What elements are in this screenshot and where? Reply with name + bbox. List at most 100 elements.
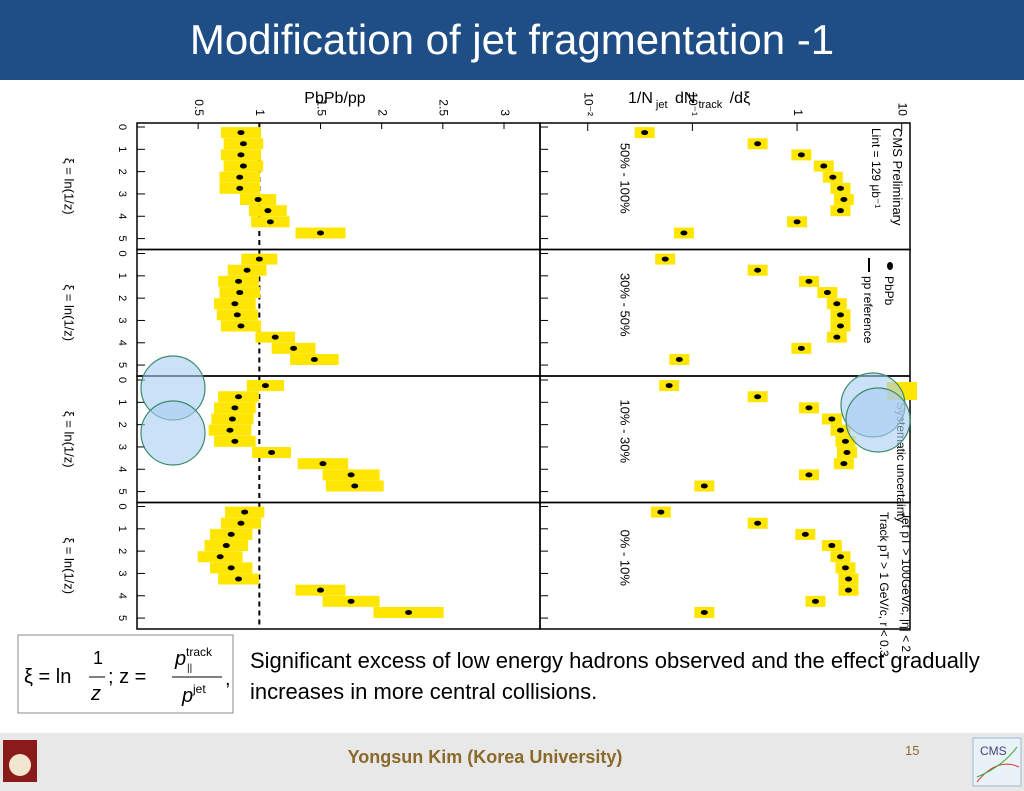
ratio-point: [268, 450, 276, 456]
spectrum-tick-label: 10⁻¹: [686, 92, 700, 116]
spectrum-point: [797, 345, 805, 351]
ratio-tick-label: 3: [498, 109, 512, 116]
spectrum-panel: [539, 501, 911, 630]
xi-tick-label: 4: [116, 213, 128, 219]
ratio-point: [235, 278, 243, 284]
cuts-label: Track pT > 1 GeV/c, r < 0.3: [877, 512, 891, 657]
ratio-point: [227, 565, 235, 571]
xi-tick-label: 5: [116, 615, 128, 621]
ratio-point: [233, 312, 241, 318]
xi-axis-label: ξ = ln(1/z): [62, 284, 77, 341]
formula-part: ||: [187, 663, 192, 674]
spectrum-panel: [539, 248, 911, 377]
spectrum-point: [801, 531, 809, 537]
axis-title-part: [722, 90, 726, 107]
ratio-point: [241, 509, 249, 515]
xi-tick-label: 3: [116, 317, 128, 323]
xi-tick-label: 4: [116, 340, 128, 346]
spectrum-point: [841, 438, 849, 444]
ratio-tick-label: 2: [375, 109, 389, 116]
ratio-point: [235, 576, 243, 582]
spectrum-point: [665, 383, 673, 389]
ratio-point: [231, 405, 239, 411]
spectrum-point: [833, 301, 841, 307]
xi-tick-label: 2: [116, 169, 128, 175]
ratio-point: [347, 598, 355, 604]
spectrum-point: [700, 609, 708, 615]
xi-tick-label: 3: [116, 444, 128, 450]
ratio-point: [231, 438, 239, 444]
formula: ξ = ln 1 z ; z = p track || p jet ,: [24, 645, 231, 707]
spectrum-point: [836, 323, 844, 329]
ratio-point: [319, 461, 327, 467]
title: Modification of jet fragmentation -1: [0, 0, 1024, 80]
ratio-point: [235, 394, 243, 400]
lumi-label: Lint = 129 μb⁻¹: [869, 128, 883, 208]
spectrum-point: [836, 312, 844, 318]
ratio-point: [254, 197, 262, 203]
ratio-point: [237, 520, 245, 526]
spectrum-point: [836, 185, 844, 191]
spectrum-point: [754, 394, 762, 400]
ratio-tick-label: 1.5: [314, 99, 328, 116]
ratio-point: [310, 356, 318, 362]
xi-tick-label: 0: [116, 503, 128, 509]
ratio-axis-title: PbPb/pp: [304, 90, 365, 107]
formula-part: track: [186, 645, 213, 659]
spectrum-axis-title: 1/N jet dN track /dξ: [628, 90, 750, 111]
axis-title-part: /dξ: [730, 90, 751, 107]
xi-tick-label: 0: [116, 124, 128, 130]
xi-tick-label: 5: [116, 236, 128, 242]
ratio-point: [236, 290, 244, 296]
xi-tick-label: 3: [116, 191, 128, 197]
highlight-circle: [845, 387, 911, 453]
ratio-point: [347, 472, 355, 478]
spectrum-point: [797, 152, 805, 158]
spectrum-point: [828, 543, 836, 549]
xi-tick-label: 0: [116, 377, 128, 383]
highlight-circle: [140, 400, 206, 466]
spectrum-point: [823, 290, 831, 296]
xi-tick-label: 1: [116, 526, 128, 532]
page-number: 15: [905, 743, 920, 758]
xi-tick-label: 0: [116, 250, 128, 256]
ratio-point: [290, 345, 298, 351]
centrality-label: 0% - 10%: [618, 530, 633, 587]
spectrum-point: [829, 174, 837, 180]
cms-logo-text: CMS: [980, 744, 1007, 758]
axis-title-part: track: [698, 99, 722, 111]
spectrum-tick-label: 10: [896, 103, 910, 117]
spectrum-point: [680, 230, 688, 236]
spectrum-point: [675, 356, 683, 362]
footer: Yongsun Kim (Korea University) 15 CMS: [0, 733, 1024, 791]
spectrum-point: [844, 587, 852, 593]
formula-part: p: [181, 685, 193, 707]
xi-tick-label: 5: [116, 362, 128, 368]
ratio-point: [255, 256, 263, 262]
formula-part: ξ = ln: [24, 666, 71, 688]
xi-tick-label: 1: [116, 146, 128, 152]
formula-box: [17, 634, 234, 714]
legend-marker: [887, 262, 893, 270]
ratio-point: [271, 334, 279, 340]
xi-tick-label: 2: [116, 295, 128, 301]
spectrum-point: [805, 472, 813, 478]
centrality-label: 50% - 100%: [618, 143, 633, 214]
centrality-label: 30% - 50%: [618, 273, 633, 337]
spectrum-point: [754, 267, 762, 273]
axis-title-part: [668, 90, 672, 107]
ratio-point: [237, 130, 245, 136]
spectrum-point: [700, 483, 708, 489]
ratio-point: [231, 301, 239, 307]
spectrum-point: [840, 461, 848, 467]
spectrum-point: [811, 598, 819, 604]
spectrum-tick-label: 10⁻²: [582, 92, 596, 116]
xi-tick-label: 5: [116, 489, 128, 495]
spectrum-point: [828, 416, 836, 422]
ratio-point: [222, 543, 230, 549]
formula-part: ,: [225, 668, 231, 690]
ratio-point: [351, 483, 359, 489]
xi-tick-label: 2: [116, 422, 128, 428]
formula-part: 1: [93, 648, 103, 668]
